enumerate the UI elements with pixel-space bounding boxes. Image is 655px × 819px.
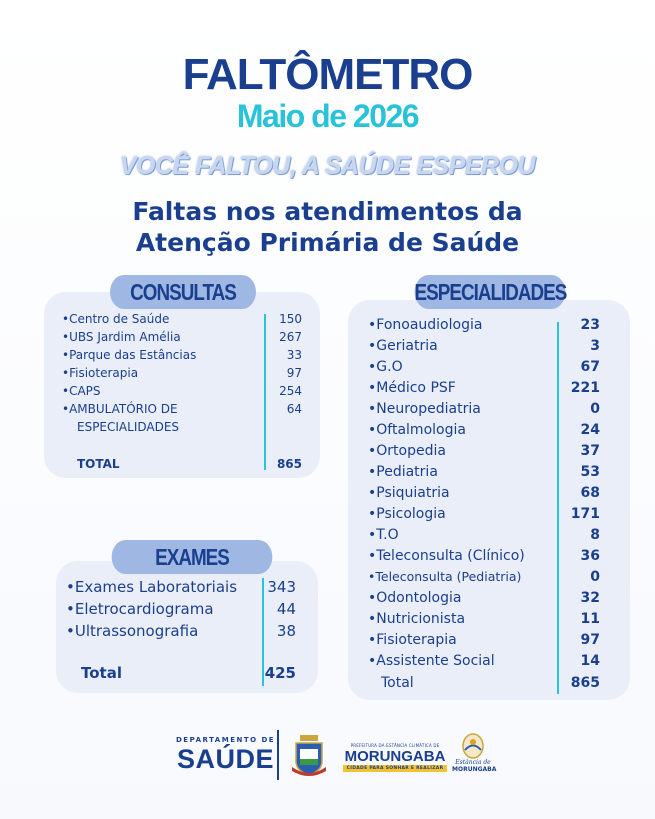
slogan: VOCÊ FALTOU, A SAÚDE ESPEROU [119, 152, 536, 180]
department-logo: DEPARTAMENTO DE SAÚDE [176, 736, 275, 775]
prefeitura-name: MORUNGABA [344, 748, 446, 765]
especialidades-label: ESPECIALIDADES [414, 275, 567, 309]
page-subtitle: Maio de 2026 [236, 98, 420, 134]
especialidades-total-row: Total 865 [381, 675, 600, 691]
exames-total-row: Total 425 [81, 664, 296, 682]
list-item: Teleconsulta (Clínico)36 [368, 548, 600, 564]
heading-line-1: Faltas nos atendimentos da [132, 197, 523, 226]
estancia-line-2: MORUNGABA [452, 766, 497, 773]
estancia-line-1: Estância de [455, 759, 491, 766]
list-item: Teleconsulta (Pediatria)0 [368, 569, 600, 585]
page-title: FALTÔMETRO [182, 50, 474, 99]
prefeitura-logo: PREFEITURA DA ESTÂNCIA CLIMÁTICA DE MORU… [343, 743, 447, 777]
prefeitura-small-text: PREFEITURA DA ESTÂNCIA CLIMÁTICA DE [350, 743, 440, 748]
consultas-label: CONSULTAS [110, 275, 256, 309]
estancia-logo: Estância de MORUNGABA [452, 733, 497, 781]
section-heading: Faltas nos atendimentos da Atenção Primá… [0, 196, 655, 258]
prefeitura-tagline: CIDADE PARA SONHAR E REALIZAR [343, 765, 447, 772]
heading-line-2: Atenção Primária de Saúde [135, 228, 520, 257]
consultas-total-row: TOTAL 865 [77, 457, 302, 471]
footer-divider [277, 730, 279, 780]
list-item-continuation: ESPECIALIDADES [77, 420, 180, 434]
estancia-emblem-icon [462, 733, 484, 759]
list-item: T.O8 [368, 527, 600, 543]
exames-label: EXAMES [111, 540, 273, 574]
list-item: G.O67 [368, 359, 600, 375]
dept-small-text: DEPARTAMENTO DE [176, 736, 276, 744]
coat-of-arms-icon [290, 733, 328, 779]
dept-big-text: SAÚDE [177, 744, 275, 774]
